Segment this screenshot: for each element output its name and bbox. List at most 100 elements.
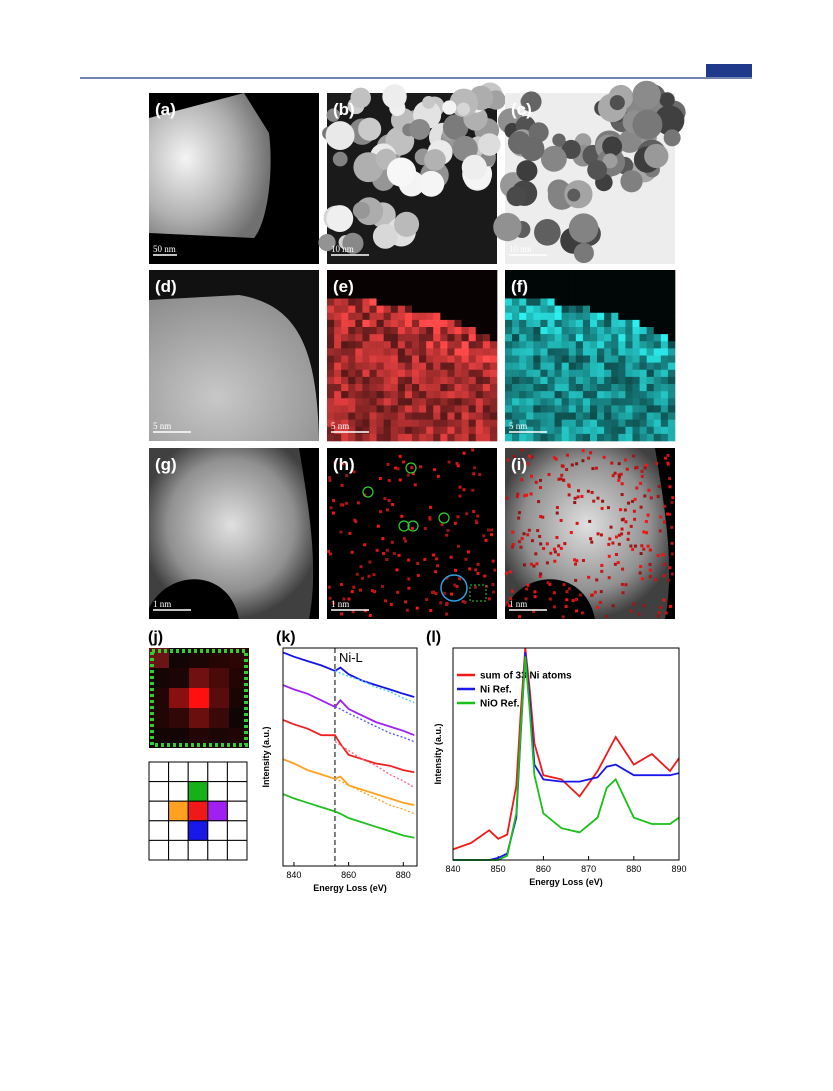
pixel — [327, 398, 335, 406]
ni-pixel — [623, 458, 627, 462]
pixel — [667, 391, 676, 399]
pixel — [440, 419, 448, 428]
pixel — [454, 426, 462, 435]
pixel — [611, 298, 619, 306]
pixel — [632, 369, 640, 378]
ni-pixel — [670, 525, 674, 529]
pixel — [475, 334, 484, 342]
pixel — [348, 291, 356, 299]
pore — [372, 224, 398, 249]
pixel — [341, 327, 349, 335]
pixel — [362, 291, 370, 299]
pixel — [561, 398, 570, 406]
ni-pixel — [339, 530, 343, 534]
pixel — [505, 298, 513, 306]
ni-pixel — [548, 597, 552, 601]
pixel — [383, 362, 392, 371]
ni-pixel — [416, 573, 420, 577]
pixel — [489, 298, 498, 306]
pixel — [618, 362, 626, 371]
ni-pixel — [648, 575, 652, 579]
ni-pixel — [511, 530, 515, 534]
pixel — [169, 668, 189, 688]
spectrum — [282, 758, 415, 806]
ni-pixel — [645, 531, 649, 535]
pixel — [355, 405, 363, 413]
pore — [478, 133, 501, 156]
legend-label: NiO Ref. — [480, 699, 520, 710]
pixel — [590, 270, 598, 278]
pixel — [590, 433, 598, 442]
pixel — [582, 270, 591, 278]
pixel — [582, 355, 591, 363]
ni-pixel — [671, 496, 675, 500]
pixel — [327, 362, 335, 371]
ni-pixel — [556, 553, 560, 557]
pixel — [604, 270, 612, 278]
pixel — [575, 398, 584, 406]
pixel — [440, 433, 448, 442]
pixel — [433, 270, 441, 278]
ni-pixel — [352, 470, 356, 474]
pixel — [348, 426, 356, 435]
ni-pixel — [575, 597, 579, 601]
ni-pixel — [517, 540, 521, 544]
ni-pixel — [633, 544, 637, 548]
x-tick-label: 870 — [581, 864, 596, 874]
ni-pixel — [626, 537, 630, 541]
pixel — [412, 362, 420, 371]
ni-pixel — [617, 542, 621, 546]
pixel — [376, 433, 384, 442]
ni-pixel — [445, 576, 449, 580]
spectrum — [282, 684, 415, 737]
pixel — [568, 284, 577, 292]
pixel — [547, 391, 555, 399]
pore — [456, 102, 471, 116]
pixel — [376, 398, 384, 406]
pixel — [489, 284, 498, 292]
pixel — [639, 355, 647, 363]
pixel — [575, 284, 584, 292]
ni-pixel — [570, 463, 574, 467]
pixel — [369, 391, 377, 399]
pixel — [604, 419, 612, 428]
pixel — [376, 369, 384, 378]
ni-pixel — [526, 533, 530, 537]
pixel — [482, 341, 491, 349]
pixel — [397, 376, 406, 385]
pixel — [426, 391, 434, 399]
ni-pixel — [347, 597, 351, 601]
pixel — [632, 362, 640, 371]
ni-pixel — [569, 531, 573, 535]
pixel — [526, 384, 534, 392]
pixel — [362, 384, 370, 392]
ni-pixel — [561, 478, 565, 482]
pixel — [582, 277, 591, 285]
pixel — [369, 398, 377, 406]
pixel — [397, 334, 406, 342]
pixel — [348, 362, 356, 371]
ni-pixel — [538, 478, 542, 482]
pixel — [419, 334, 427, 342]
pixel — [404, 419, 413, 428]
pixel — [582, 419, 591, 428]
pixel — [618, 369, 626, 378]
pixel — [575, 362, 584, 371]
pixel — [482, 362, 491, 371]
cluster-circle — [440, 574, 468, 602]
pixel — [625, 355, 633, 363]
ni-pixel — [541, 515, 545, 519]
pixel — [419, 426, 427, 435]
pixel — [568, 312, 577, 321]
ni-pixel — [610, 461, 614, 465]
pixel — [383, 312, 392, 321]
pixel — [355, 419, 363, 428]
pixel — [426, 312, 434, 321]
ni-pixel — [656, 614, 660, 618]
pixel — [397, 398, 406, 406]
pixel — [561, 298, 570, 306]
pixel — [561, 391, 570, 399]
pixel — [404, 284, 413, 292]
pixel — [376, 384, 384, 392]
ni-pixel — [606, 506, 610, 510]
